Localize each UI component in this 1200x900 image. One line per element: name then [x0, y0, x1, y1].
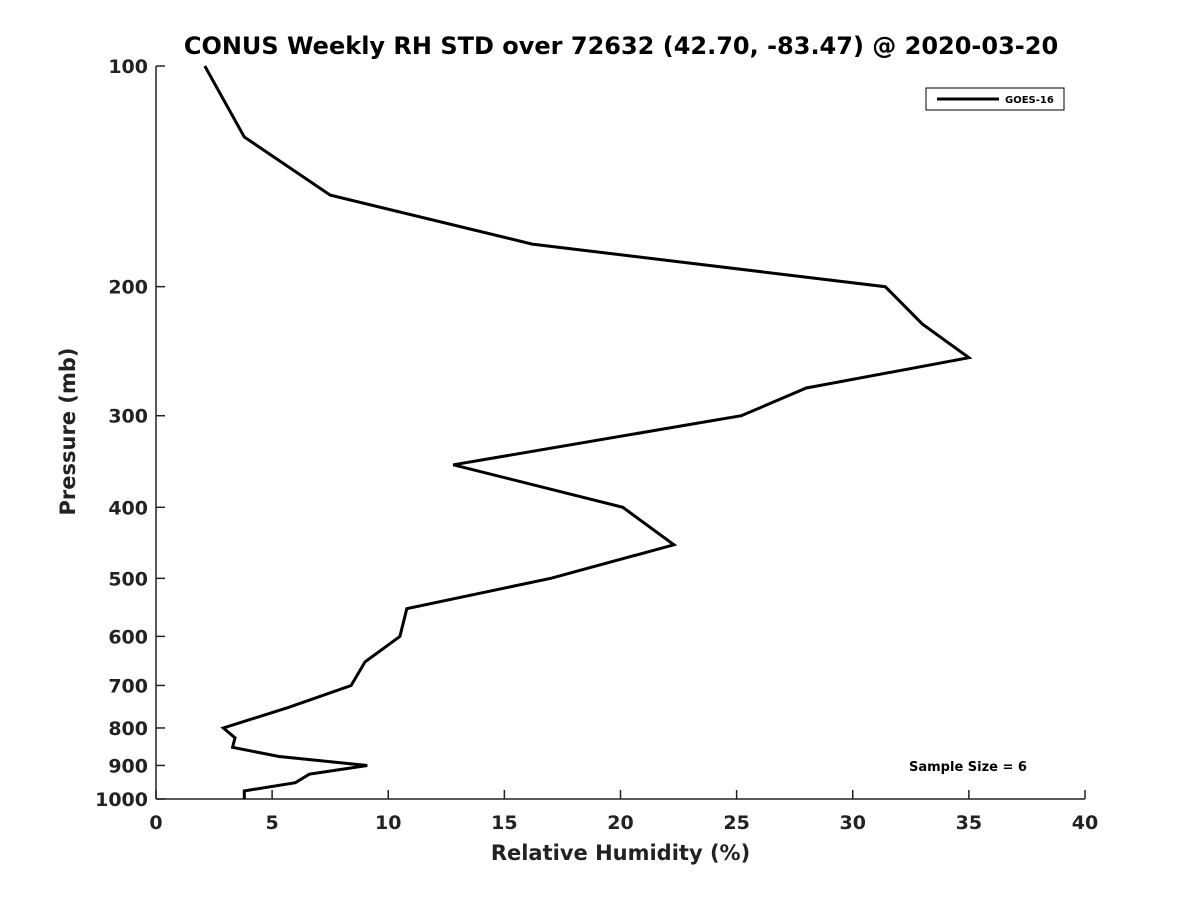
chart-title: CONUS Weekly RH STD over 72632 (42.70, -…	[184, 32, 1058, 60]
x-tick-label: 25	[723, 812, 749, 834]
x-tick-label: 0	[149, 812, 162, 834]
y-axis-label: Pressure (mb)	[56, 348, 80, 516]
y-tick-label: 800	[108, 718, 148, 740]
y-tick-label: 600	[108, 626, 148, 648]
y-tick-label: 100	[108, 56, 148, 78]
x-tick-label: 15	[491, 812, 517, 834]
y-tick-label: 900	[108, 755, 148, 777]
x-tick-label: 10	[375, 812, 401, 834]
y-tick-label: 300	[108, 406, 148, 428]
x-tick-label: 5	[266, 812, 279, 834]
y-axis: 100 200 300 400 500 600 700 800 900 1000	[95, 56, 165, 811]
x-tick-label: 20	[607, 812, 633, 834]
series-line-goes16	[203, 65, 973, 799]
y-tick-label: 400	[108, 497, 148, 519]
y-tick-label: 200	[108, 277, 148, 299]
y-tick-label: 1000	[95, 789, 148, 811]
x-axis: 0 5 10 15 20 25 30 35 40	[149, 790, 1098, 834]
sample-size-annotation: Sample Size = 6	[909, 760, 1027, 775]
legend: GOES-16	[925, 87, 1065, 111]
x-tick-label: 30	[840, 812, 866, 834]
x-axis-label: Relative Humidity (%)	[491, 841, 750, 865]
legend-entry-goes16: GOES-16	[1005, 95, 1054, 106]
y-tick-label: 700	[108, 675, 148, 697]
y-tick-label: 500	[108, 568, 148, 590]
series-layer	[203, 65, 973, 799]
x-tick-label: 40	[1072, 812, 1098, 834]
x-tick-label: 35	[956, 812, 982, 834]
